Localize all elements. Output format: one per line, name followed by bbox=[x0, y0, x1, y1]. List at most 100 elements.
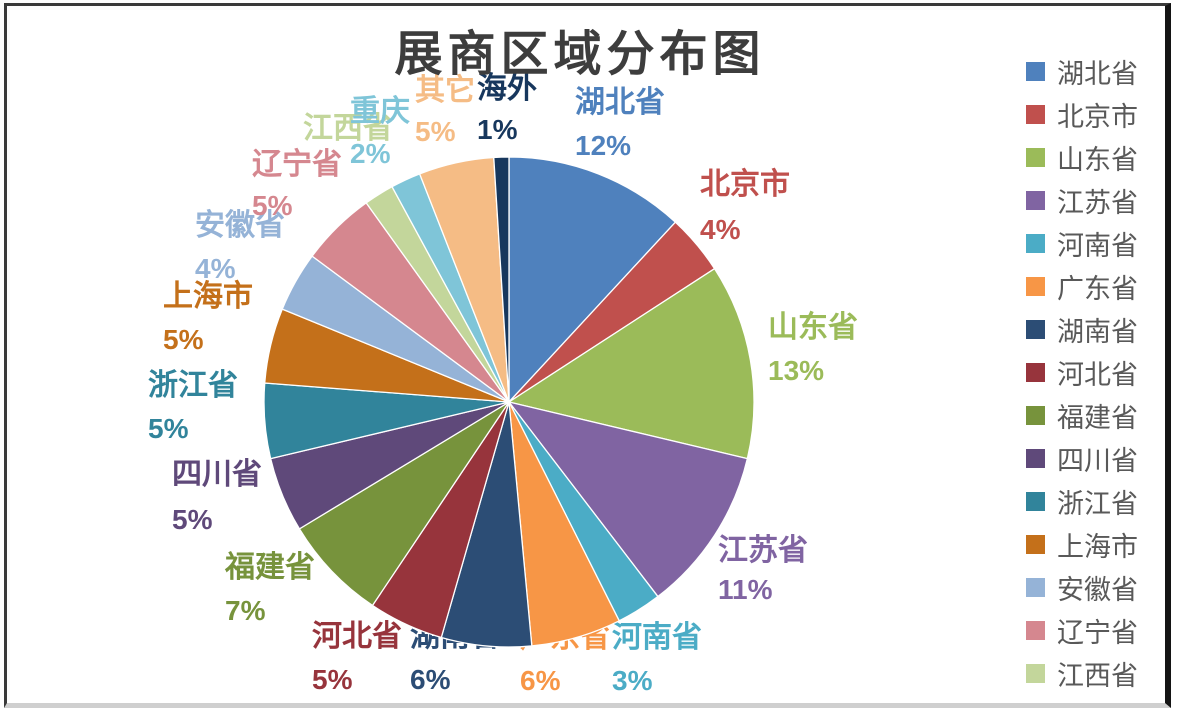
legend-item-label: 广东省 bbox=[1057, 274, 1138, 304]
legend-swatch-icon bbox=[1026, 363, 1045, 382]
legend-item-1: 北京市 bbox=[1026, 93, 1138, 136]
legend-item-5: 广东省 bbox=[1026, 265, 1138, 308]
legend-item-label: 湖北省 bbox=[1057, 59, 1138, 89]
slice-label-6: 湖南省 6% bbox=[410, 622, 500, 694]
legend-item-label: 北京市 bbox=[1057, 102, 1138, 132]
slice-label-percent: 3% bbox=[612, 665, 653, 696]
legend-swatch-icon bbox=[1026, 234, 1045, 253]
slice-label-1: 北京市 4% bbox=[700, 170, 790, 244]
slice-label-16: 其它 5% bbox=[415, 76, 475, 146]
slice-label-name: 四川省 bbox=[172, 458, 262, 491]
slice-label-7: 河北省 5% bbox=[312, 622, 402, 694]
legend-swatch-icon bbox=[1026, 320, 1045, 339]
legend-item-label: 上海市 bbox=[1057, 532, 1138, 562]
legend-item-10: 浙江省 bbox=[1026, 480, 1138, 523]
slice-label-percent: 11% bbox=[718, 574, 773, 605]
legend-swatch-icon bbox=[1026, 578, 1045, 597]
slice-label-percent: 12% bbox=[575, 130, 632, 161]
legend-item-0: 湖北省 bbox=[1026, 50, 1138, 93]
slice-label-name: 海外 bbox=[477, 72, 537, 105]
legend-item-3: 江苏省 bbox=[1026, 179, 1138, 222]
slice-label-percent: 5% bbox=[172, 504, 213, 535]
slice-label-name: 广东省 bbox=[520, 621, 610, 654]
slice-label-12: 安徽省 4% bbox=[195, 211, 285, 283]
slice-label-name: 山东省 bbox=[768, 311, 858, 344]
slice-label-percent: 7% bbox=[225, 595, 266, 626]
slice-label-name: 江西省 bbox=[303, 112, 393, 145]
slice-label-name: 湖北省 bbox=[575, 86, 665, 119]
slice-label-name: 湖南省 bbox=[410, 620, 500, 653]
slice-label-name: 安徽省 bbox=[195, 209, 285, 242]
slice-label-name: 北京市 bbox=[700, 168, 790, 201]
legend-item-label: 河北省 bbox=[1057, 360, 1138, 390]
legend-item-2: 山东省 bbox=[1026, 136, 1138, 179]
legend: 湖北省北京市山东省江苏省河南省广东省湖南省河北省福建省四川省浙江省上海市安徽省辽… bbox=[1026, 50, 1138, 695]
legend-item-label: 四川省 bbox=[1057, 446, 1138, 476]
legend-swatch-icon bbox=[1026, 535, 1045, 554]
legend-swatch-icon bbox=[1026, 406, 1045, 425]
legend-item-label: 福建省 bbox=[1057, 403, 1138, 433]
legend-item-label: 辽宁省 bbox=[1057, 618, 1138, 648]
legend-swatch-icon bbox=[1026, 277, 1045, 296]
slice-label-8: 福建省 7% bbox=[225, 553, 315, 625]
slice-label-name: 浙江省 bbox=[148, 369, 238, 402]
slice-label-2: 山东省 13% bbox=[768, 313, 858, 385]
legend-swatch-icon bbox=[1026, 62, 1045, 81]
legend-item-11: 上海市 bbox=[1026, 523, 1138, 566]
slice-label-name: 河南省 bbox=[612, 621, 702, 654]
slice-label-name: 辽宁省 bbox=[252, 148, 342, 181]
legend-item-14: 江西省 bbox=[1026, 652, 1138, 695]
slice-label-name: 上海市 bbox=[163, 280, 253, 313]
slice-label-13: 辽宁省 5% bbox=[252, 150, 342, 220]
slice-label-percent: 4% bbox=[700, 214, 741, 245]
slice-label-percent: 1% bbox=[477, 114, 518, 145]
legend-swatch-icon bbox=[1026, 191, 1045, 210]
slice-label-percent: 5% bbox=[148, 413, 189, 444]
slice-label-5: 广东省 6% bbox=[520, 623, 610, 695]
slice-label-3: 江苏省 11% bbox=[718, 536, 808, 604]
legend-swatch-icon bbox=[1026, 664, 1045, 683]
slice-label-0: 湖北省 12% bbox=[575, 88, 665, 160]
slice-label-percent: 5% bbox=[252, 190, 293, 221]
legend-item-label: 浙江省 bbox=[1057, 489, 1138, 519]
slice-label-4: 河南省 3% bbox=[612, 623, 702, 695]
slice-label-percent: 6% bbox=[410, 664, 451, 695]
slice-label-14: 江西省 bbox=[303, 114, 393, 144]
slice-label-17: 海外 1% bbox=[477, 74, 537, 144]
slice-label-name: 福建省 bbox=[225, 551, 315, 584]
legend-swatch-icon bbox=[1026, 105, 1045, 124]
legend-swatch-icon bbox=[1026, 492, 1045, 511]
legend-item-label: 安徽省 bbox=[1057, 575, 1138, 605]
legend-item-4: 河南省 bbox=[1026, 222, 1138, 265]
slice-label-name: 河北省 bbox=[312, 620, 402, 653]
slice-label-9: 四川省 5% bbox=[172, 460, 262, 534]
slice-label-percent: 5% bbox=[415, 116, 456, 147]
slice-label-percent: 4% bbox=[195, 253, 236, 284]
legend-item-label: 湖南省 bbox=[1057, 317, 1138, 347]
slice-label-percent: 13% bbox=[768, 355, 825, 386]
slice-label-name: 其它 bbox=[415, 74, 475, 107]
legend-item-9: 四川省 bbox=[1026, 437, 1138, 480]
slice-label-percent: 5% bbox=[163, 324, 204, 355]
legend-item-7: 河北省 bbox=[1026, 351, 1138, 394]
chart-title: 展商区域分布图 bbox=[394, 28, 766, 81]
slice-label-name: 江苏省 bbox=[718, 534, 808, 567]
slice-label-percent: 6% bbox=[520, 665, 561, 696]
legend-item-12: 安徽省 bbox=[1026, 566, 1138, 609]
slice-label-10: 浙江省 5% bbox=[148, 371, 238, 443]
legend-item-13: 辽宁省 bbox=[1026, 609, 1138, 652]
legend-item-label: 江苏省 bbox=[1057, 188, 1138, 218]
slice-label-name: 重庆 bbox=[350, 95, 410, 128]
slice-label-percent: 2% bbox=[350, 138, 391, 169]
legend-item-6: 湖南省 bbox=[1026, 308, 1138, 351]
slice-label-percent: 5% bbox=[312, 664, 353, 695]
slice-label-15: 重庆 2% bbox=[350, 97, 410, 168]
legend-item-label: 河南省 bbox=[1057, 231, 1138, 261]
legend-swatch-icon bbox=[1026, 148, 1045, 167]
legend-item-label: 山东省 bbox=[1057, 145, 1138, 175]
legend-swatch-icon bbox=[1026, 449, 1045, 468]
slice-label-11: 上海市 5% bbox=[163, 282, 253, 354]
legend-swatch-icon bbox=[1026, 621, 1045, 640]
